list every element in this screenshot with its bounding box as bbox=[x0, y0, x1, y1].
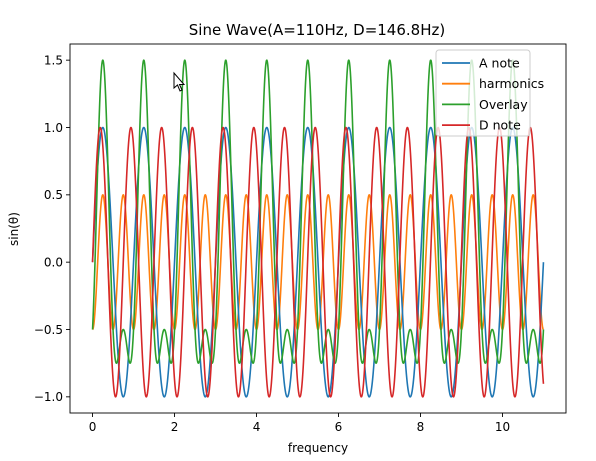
x-tick-label: 10 bbox=[495, 420, 510, 434]
series-line-a-note bbox=[91, 126, 545, 398]
x-axis-label: frequency bbox=[288, 441, 348, 455]
y-axis-label: sin(θ) bbox=[7, 212, 21, 246]
legend-label: harmonics bbox=[479, 76, 544, 91]
legend-label: A note bbox=[479, 56, 520, 71]
y-tick-label: 1.5 bbox=[44, 53, 63, 67]
mouse-cursor-icon bbox=[173, 71, 186, 92]
legend-box bbox=[435, 49, 531, 137]
legend-label: D note bbox=[479, 118, 521, 133]
legend: A note harmonics Overlay D note bbox=[435, 49, 544, 137]
x-tick-label: 2 bbox=[171, 420, 179, 434]
y-tick-label: 0.5 bbox=[44, 188, 63, 202]
chart-title: Sine Wave(A=110Hz, D=146.8Hz) bbox=[189, 21, 445, 39]
y-tick-label: 1.0 bbox=[44, 121, 63, 135]
x-tick-label: 4 bbox=[253, 420, 261, 434]
plot-frame bbox=[69, 43, 567, 414]
y-tick-label: −1.0 bbox=[34, 390, 63, 404]
x-tick-label: 6 bbox=[335, 420, 343, 434]
x-tick-label: 0 bbox=[89, 420, 97, 434]
y-tick-label: 0.0 bbox=[44, 255, 63, 269]
x-tick-label: 8 bbox=[417, 420, 425, 434]
y-tick-label: −0.5 bbox=[34, 323, 63, 337]
legend-label: Overlay bbox=[479, 97, 528, 112]
axes: 0 2 4 6 8 10 −1.0 −0.5 0.0 0.5 1.0 1.5 bbox=[34, 53, 510, 434]
